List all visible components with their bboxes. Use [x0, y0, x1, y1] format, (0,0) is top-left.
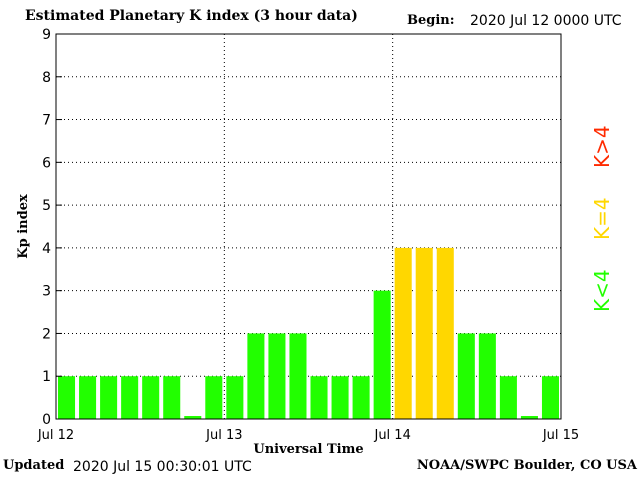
legend-equal: K=4: [590, 197, 614, 240]
x-tick-label: Jul 15: [542, 428, 579, 443]
x-axis-label: Universal Time: [253, 442, 363, 457]
kp-bar: [289, 333, 307, 419]
kp-bar: [247, 333, 265, 419]
kp-bar: [121, 376, 139, 419]
credit-text: NOAA/SWPC Boulder, CO USA: [416, 458, 637, 473]
y-tick-label: 7: [42, 113, 51, 129]
begin-label: Begin:: [407, 13, 455, 28]
plot-frame: [55, 33, 562, 420]
updated-value: 2020 Jul 15 00:30:01 UTC: [73, 459, 252, 475]
kp-bar: [268, 333, 286, 419]
kp-bar: [541, 376, 559, 419]
kp-bar: [373, 290, 391, 419]
kp-bar: [100, 376, 118, 419]
legend-high: K>4: [590, 125, 614, 168]
kp-bar: [436, 247, 454, 419]
kp-bar: [142, 376, 160, 419]
y-axis-label: Kp index: [16, 194, 31, 259]
x-tick-label: Jul 14: [373, 428, 410, 443]
kp-bar: [79, 376, 97, 419]
y-tick-label: 8: [42, 70, 51, 86]
y-tick-label: 9: [42, 27, 51, 43]
y-tick-label: 0: [42, 412, 51, 428]
kp-bar: [457, 333, 475, 419]
updated-label: Updated: [3, 458, 65, 473]
kp-bar: [331, 376, 349, 419]
legend-low: K<4: [590, 269, 614, 312]
x-tick-label: Jul 13: [205, 428, 242, 443]
y-tick-label: 6: [42, 155, 51, 171]
chart-title: Estimated Planetary K index (3 hour data…: [25, 8, 358, 24]
kp-bar: [415, 247, 433, 419]
kp-bar: [478, 333, 496, 419]
kp-bar: [58, 376, 76, 419]
kp-bar: [184, 416, 202, 419]
kp-bar: [163, 376, 181, 419]
y-tick-label: 5: [42, 198, 51, 214]
begin-value: 2020 Jul 12 0000 UTC: [470, 13, 622, 29]
kp-bar: [310, 376, 328, 419]
kp-bar: [352, 376, 370, 419]
x-tick-label: Jul 12: [37, 428, 74, 443]
kp-bar: [226, 376, 244, 419]
kp-bar: [499, 376, 517, 419]
y-tick-label: 1: [42, 369, 51, 385]
kp-bar: [205, 376, 223, 419]
kp-bar: [394, 247, 412, 419]
y-tick-label: 3: [42, 284, 51, 300]
y-tick-label: 4: [42, 241, 51, 257]
kp-bar: [520, 416, 538, 419]
y-tick-label: 2: [42, 326, 51, 342]
